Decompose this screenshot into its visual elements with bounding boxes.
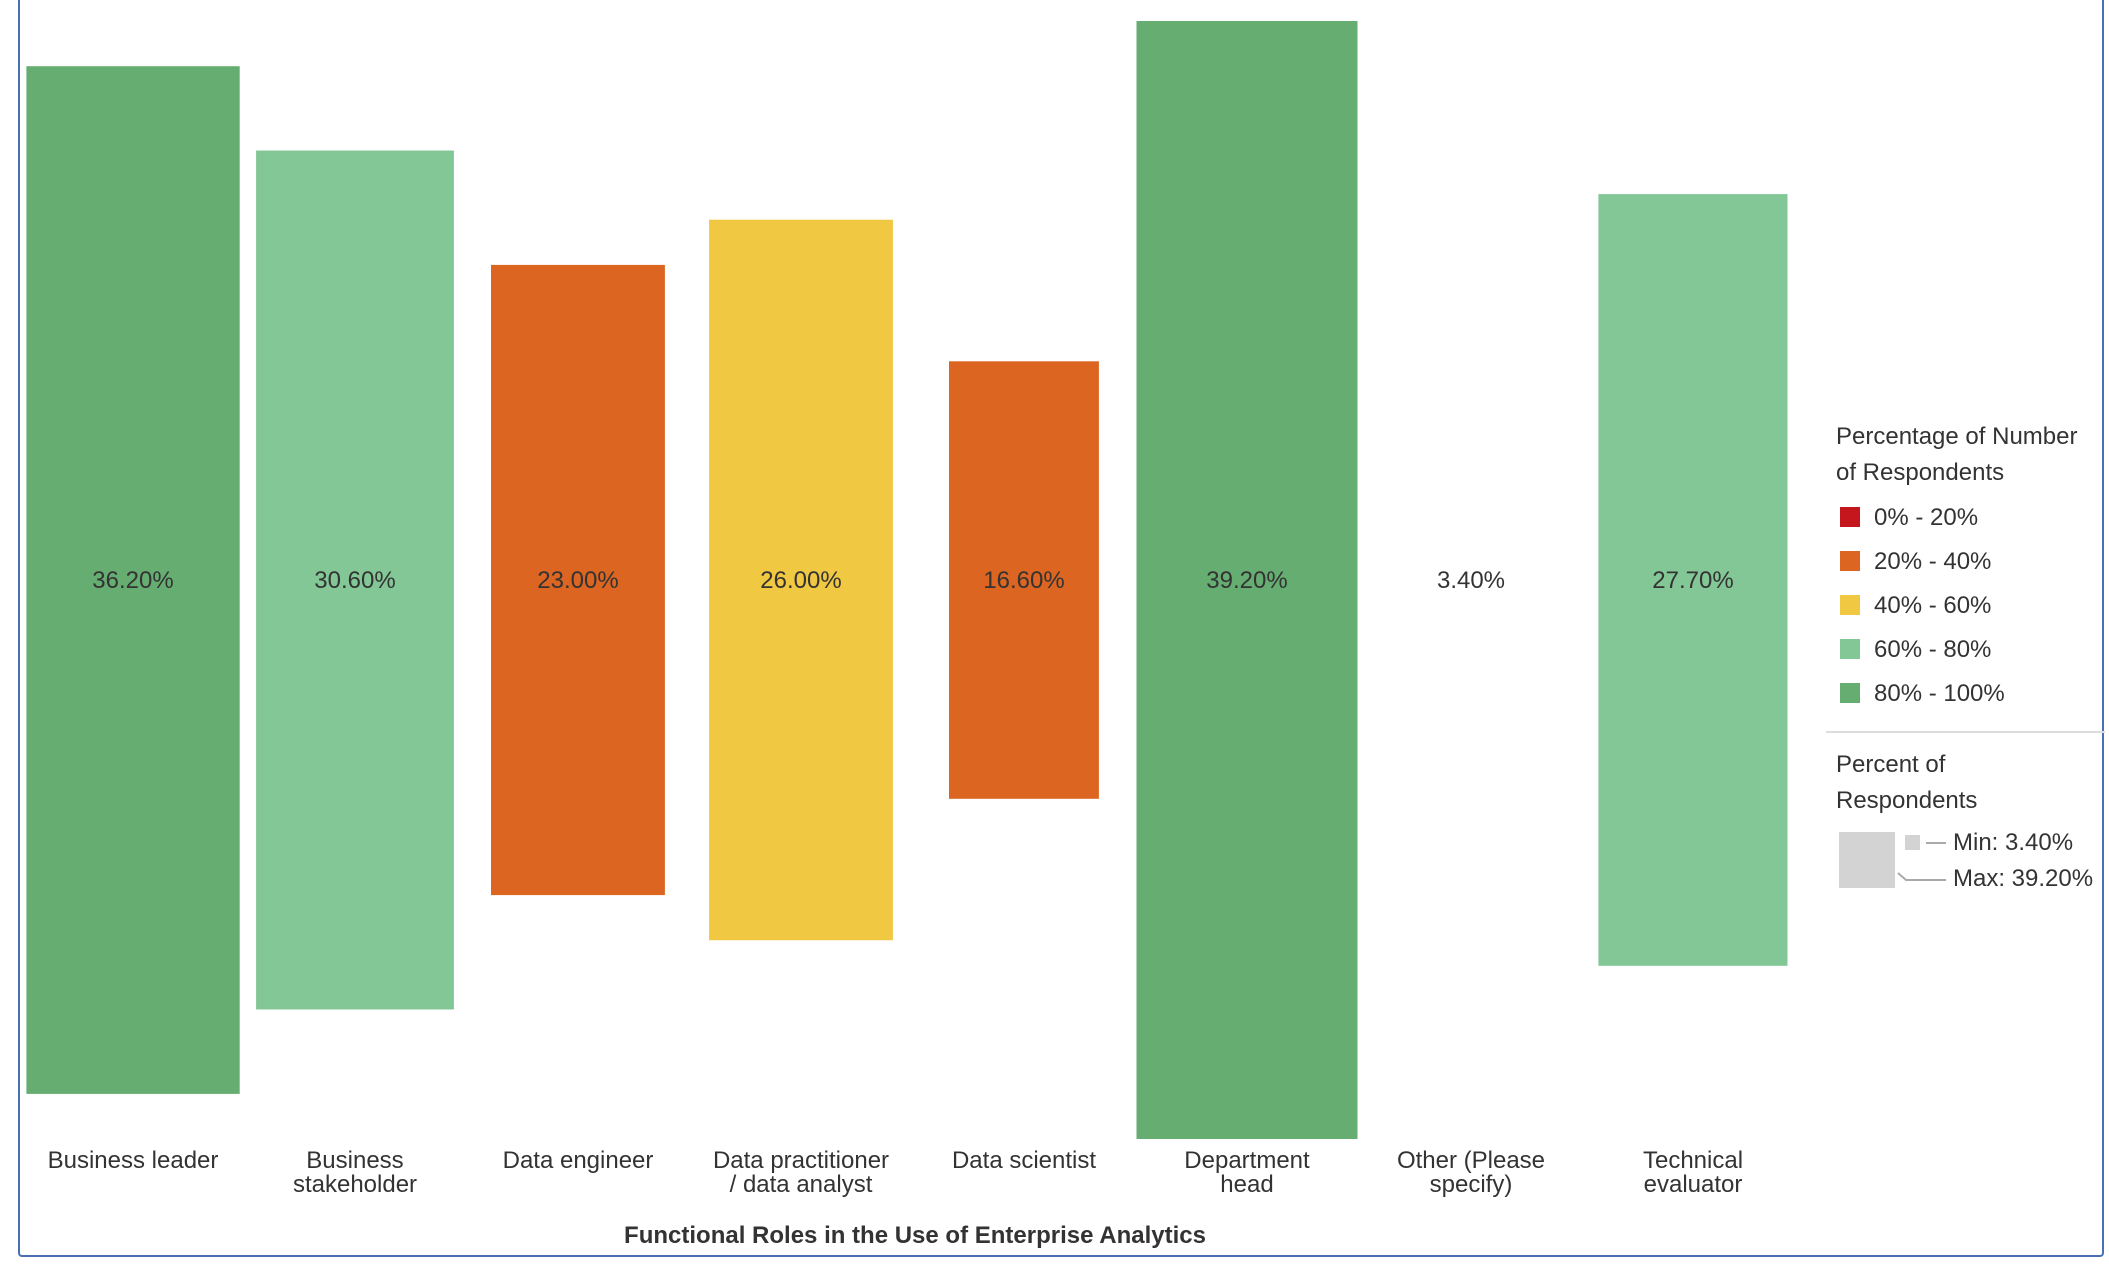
size-legend-min-label: Min: 3.40% bbox=[1953, 829, 2073, 856]
legend-swatch-2 bbox=[1840, 595, 1860, 615]
color-legend-title-line-1: of Respondents bbox=[1836, 459, 2004, 486]
size-legend-max-square bbox=[1839, 832, 1895, 888]
value-label-2: 23.00% bbox=[537, 567, 618, 594]
legend-swatch-4 bbox=[1840, 683, 1860, 703]
legend-swatch-3 bbox=[1840, 639, 1860, 659]
color-legend-title-line-0: Percentage of Number bbox=[1836, 423, 2077, 450]
category-label-0: Business leader bbox=[48, 1147, 219, 1174]
x-axis-title: Functional Roles in the Use of Enterpris… bbox=[624, 1222, 1206, 1249]
size-legend: Percent of Respondents Min: 3.40% Max: 39.2… bbox=[1836, 751, 2093, 892]
legend-swatch-0 bbox=[1840, 507, 1860, 527]
color-legend: Percentage of Number of Respondents 0% - 2… bbox=[1836, 423, 2077, 707]
category-label-3: Data practitioner / data analyst bbox=[713, 1147, 889, 1198]
value-label-1: 30.60% bbox=[314, 567, 395, 594]
size-legend-max-label: Max: 39.20% bbox=[1953, 865, 2093, 892]
category-label-4: Data scientist bbox=[952, 1147, 1096, 1174]
legend-item-label-2[interactable]: 40% - 60% bbox=[1874, 592, 1991, 619]
category-label-5: Department head bbox=[1184, 1147, 1310, 1198]
bars-group bbox=[26, 21, 1788, 1139]
legend-item-label-4[interactable]: 80% - 100% bbox=[1874, 680, 2005, 707]
category-label-2: Data engineer bbox=[503, 1147, 654, 1174]
bar-7[interactable] bbox=[1598, 194, 1788, 966]
category-label-7: Technical evaluator bbox=[1643, 1147, 1743, 1198]
category-labels-group: Business leader Business stakeholder Data e… bbox=[48, 1147, 1743, 1198]
category-label-6: Other (Please specify) bbox=[1397, 1147, 1545, 1198]
legend-swatch-1 bbox=[1840, 551, 1860, 571]
bar-0[interactable] bbox=[26, 66, 240, 1094]
value-labels-group: 36.20% 30.60% 23.00% 26.00% 16.60% 39.20% 3.40… bbox=[92, 567, 1733, 594]
size-legend-min-square bbox=[1905, 835, 1920, 850]
value-label-6: 3.40% bbox=[1437, 567, 1505, 594]
value-label-3: 26.00% bbox=[760, 567, 841, 594]
value-label-7: 27.70% bbox=[1652, 567, 1733, 594]
category-label-1: Business stakeholder bbox=[293, 1147, 417, 1198]
bar-2[interactable] bbox=[491, 264, 665, 896]
value-label-0: 36.20% bbox=[92, 567, 173, 594]
bar-3[interactable] bbox=[709, 219, 893, 941]
bar-1[interactable] bbox=[256, 150, 454, 1010]
legend-item-label-1[interactable]: 20% - 40% bbox=[1874, 548, 1991, 575]
legend-item-label-3[interactable]: 60% - 80% bbox=[1874, 636, 1991, 663]
bar-4[interactable] bbox=[949, 361, 1099, 799]
value-label-5: 39.20% bbox=[1206, 567, 1287, 594]
legend-item-label-0[interactable]: 0% - 20% bbox=[1874, 504, 1978, 531]
value-label-4: 16.60% bbox=[983, 567, 1064, 594]
size-legend-title-line-0: Percent of bbox=[1836, 751, 1946, 778]
size-legend-title-line-1: Respondents bbox=[1836, 787, 1977, 814]
bar-5[interactable] bbox=[1136, 21, 1358, 1139]
